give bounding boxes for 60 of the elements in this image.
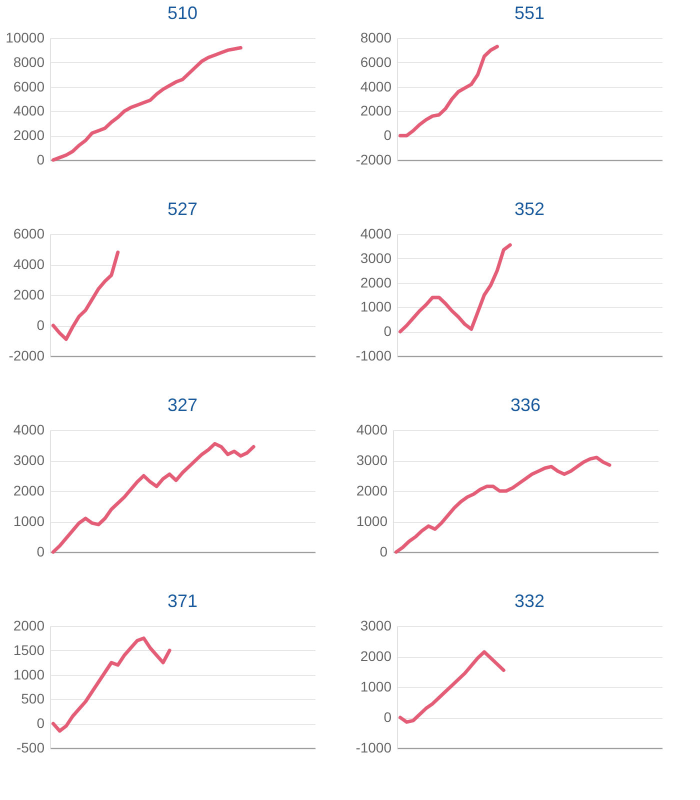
y-tick-label: 1000 xyxy=(13,513,45,529)
y-tick-label: -2000 xyxy=(356,152,392,168)
y-tick-label: 1000 xyxy=(13,666,45,682)
y-tick-label: -1000 xyxy=(356,348,392,364)
y-tick-label: 0 xyxy=(36,152,45,168)
line-series xyxy=(394,456,612,554)
line-series xyxy=(398,243,512,334)
y-tick-label: 0 xyxy=(36,544,45,560)
y-tick-label: 4000 xyxy=(13,422,45,438)
chart-title: 352 xyxy=(514,199,545,219)
y-tick-label: 2000 xyxy=(360,102,392,119)
y-tick-label: 0 xyxy=(36,715,45,732)
y-tick-label: -1000 xyxy=(356,740,392,756)
y-tick-label: 6000 xyxy=(13,226,45,242)
y-tick-label: 2000 xyxy=(360,648,392,664)
chart-title: 371 xyxy=(167,591,198,611)
y-tick-label: 1000 xyxy=(356,513,388,529)
y-tick-label: 500 xyxy=(21,690,45,707)
y-tick-label: 1500 xyxy=(13,642,45,658)
y-tick-label: 8000 xyxy=(13,54,45,70)
y-tick-label: 4000 xyxy=(356,422,388,438)
line-series xyxy=(398,650,506,724)
chart-title: 327 xyxy=(167,395,198,415)
line-series xyxy=(398,44,499,138)
chart-title: 510 xyxy=(167,3,198,23)
chart-title: 551 xyxy=(514,3,545,23)
y-tick-label: 1000 xyxy=(360,298,392,315)
y-tick-label: 3000 xyxy=(356,452,388,468)
y-tick-label: 0 xyxy=(384,323,392,340)
y-tick-label: 3000 xyxy=(360,250,392,266)
y-tick-label: 0 xyxy=(380,544,388,560)
y-tick-label: 0 xyxy=(36,317,45,333)
y-tick-label: 2000 xyxy=(356,482,388,498)
chart-title: 332 xyxy=(514,591,545,611)
chart-title: 527 xyxy=(167,199,198,219)
y-tick-label: 6000 xyxy=(360,54,392,70)
y-tick-label: 1000 xyxy=(360,678,392,694)
y-tick-label: 2000 xyxy=(360,274,392,290)
y-tick-label: 3000 xyxy=(360,618,392,634)
y-tick-label: 10000 xyxy=(6,30,45,46)
y-tick-label: 4000 xyxy=(13,256,45,272)
y-tick-label: 8000 xyxy=(360,30,392,46)
y-tick-label: 3000 xyxy=(13,452,45,468)
line-series xyxy=(51,636,172,733)
y-tick-label: 2000 xyxy=(13,618,45,634)
y-tick-label: 4000 xyxy=(360,226,392,242)
y-tick-label: -500 xyxy=(16,740,45,756)
line-series xyxy=(51,46,242,162)
y-tick-label: -2000 xyxy=(8,348,45,364)
chart-title: 336 xyxy=(510,395,541,415)
y-tick-label: 4000 xyxy=(13,102,45,119)
y-tick-label: 0 xyxy=(384,127,392,144)
y-tick-label: 0 xyxy=(384,709,392,725)
y-tick-label: 2000 xyxy=(13,286,45,302)
y-tick-label: 6000 xyxy=(13,78,45,94)
line-series xyxy=(51,442,256,554)
y-tick-label: 4000 xyxy=(360,78,392,94)
y-tick-label: 2000 xyxy=(13,127,45,144)
y-tick-label: 2000 xyxy=(13,482,45,498)
line-series xyxy=(51,250,120,341)
